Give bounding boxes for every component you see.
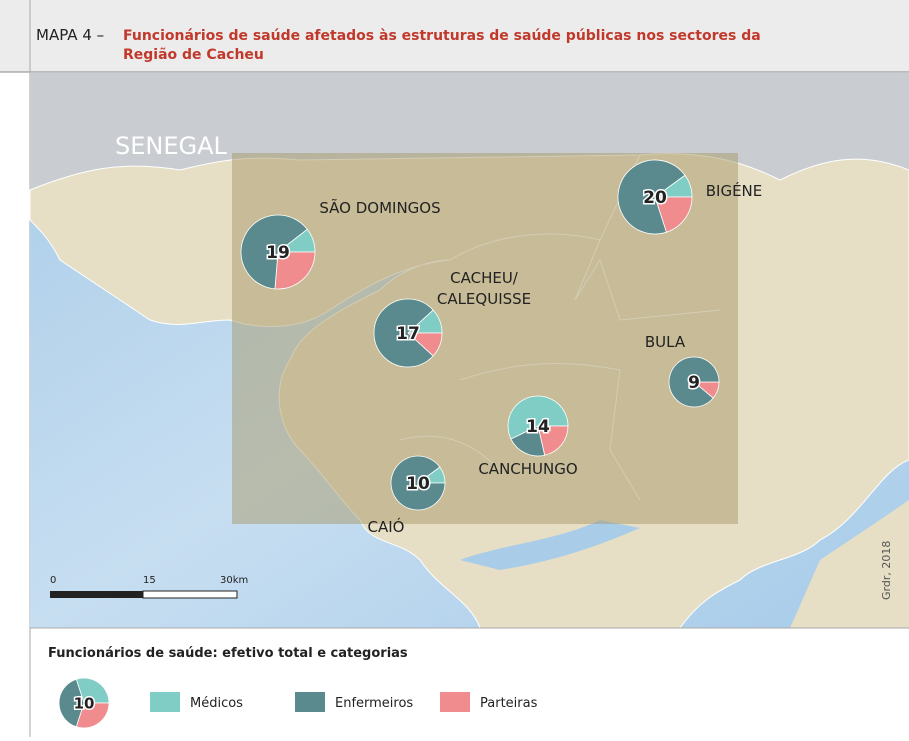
pie-slice [75, 702, 110, 729]
legend-label: Enfermeiros [335, 696, 413, 711]
pie-total: 19 [266, 243, 290, 263]
pie-slice [75, 677, 110, 704]
scale-bar [50, 590, 238, 599]
sector-label: BULA [645, 333, 686, 351]
pie-slice [510, 425, 546, 457]
legend-label: Médicos [190, 696, 243, 711]
header-bg [0, 0, 909, 72]
pie-slice [617, 159, 686, 235]
pie-slice [274, 251, 316, 290]
pie-total: 10 [74, 694, 95, 712]
sector-label: CANCHUNGO [478, 460, 577, 478]
pie-total: 17 [396, 324, 420, 344]
pie-total: 20 [643, 188, 667, 208]
sector-label: BIGÉNE [706, 181, 763, 200]
legend-swatch [440, 692, 470, 712]
pie-total: 9 [688, 373, 700, 393]
scale-label: 15 [143, 575, 156, 586]
pie-slice [390, 455, 446, 511]
legend-title: Funcionários de saúde: efetivo total e c… [48, 646, 408, 661]
pie-slice [507, 395, 569, 440]
pie-total: 10 [406, 474, 430, 494]
scale-label: 30km [220, 575, 248, 586]
pie-slice [240, 214, 308, 290]
pie-slice [373, 298, 434, 368]
legend-swatch [150, 692, 180, 712]
pie-slice [668, 356, 720, 408]
pie-total: 14 [526, 417, 550, 437]
sector-label: CALEQUISSE [437, 290, 531, 308]
legend-swatch [295, 692, 325, 712]
header-title: Região de Cacheu [123, 47, 264, 63]
senegal-land [30, 73, 909, 190]
scale-label: 0 [50, 575, 56, 586]
header-label: MAPA 4 – [36, 26, 104, 44]
river [460, 520, 640, 570]
credit: Grdr, 2018 [880, 541, 893, 600]
country-label: SENEGAL [115, 132, 228, 160]
basemap [29, 73, 909, 629]
pie-slice [537, 425, 569, 456]
header-title: Funcionários de saúde afetados às estrut… [123, 28, 761, 44]
sector-label: SÃO DOMINGOS [319, 198, 440, 217]
sector-label: CAIÓ [368, 517, 405, 536]
pie-slice [58, 678, 85, 728]
coast-land [790, 500, 909, 628]
scale-segment [50, 591, 143, 598]
sector-label: CACHEU/ [450, 269, 519, 287]
scale-segment [142, 590, 238, 599]
pie-slice [654, 196, 693, 233]
legend-label: Parteiras [480, 696, 538, 711]
